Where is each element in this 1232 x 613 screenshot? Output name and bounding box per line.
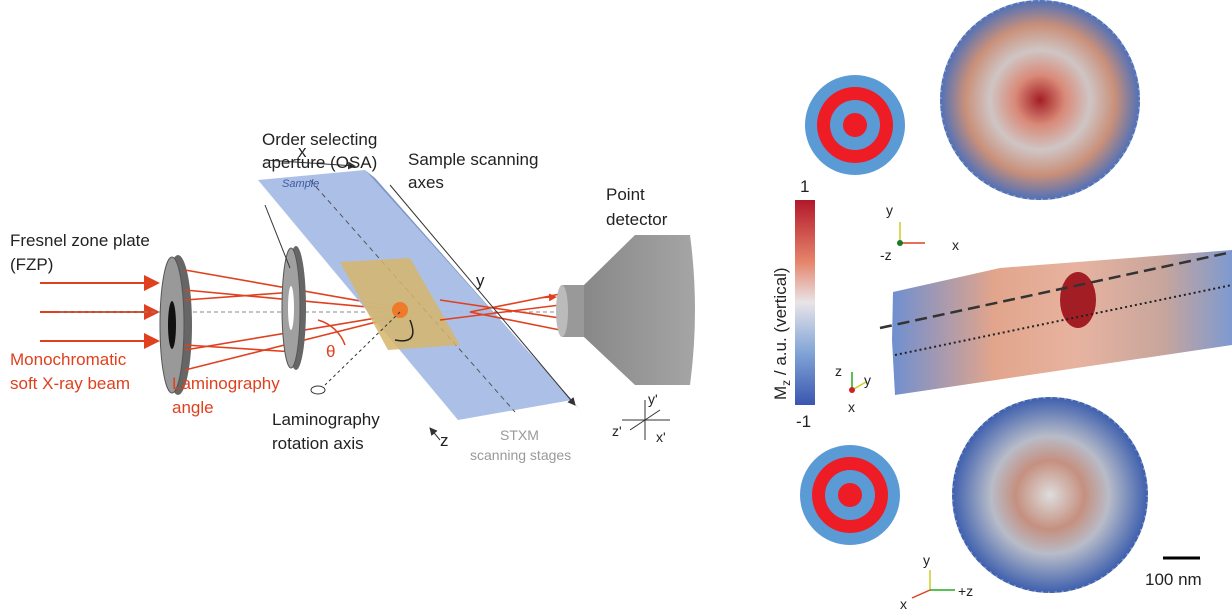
colorbar-min: -1 [796, 412, 811, 431]
label: aperture (OSA) [262, 153, 377, 172]
label: x' [656, 429, 666, 445]
label: M [771, 386, 790, 400]
label: rotation axis [272, 434, 364, 453]
label: angle [172, 398, 214, 417]
axis-label: z [835, 363, 842, 379]
label: Monochromatic [10, 350, 127, 369]
axis-label: y [923, 552, 930, 568]
axis-label: -z [880, 247, 892, 263]
label: θ [326, 342, 335, 361]
label: x [298, 142, 307, 161]
axis-label: y [864, 372, 871, 388]
scale-bar-label: 100 nm [1145, 570, 1202, 589]
label: Order selecting [262, 130, 377, 149]
label: y' [648, 391, 658, 407]
label: / a.u. (vertical) [771, 267, 790, 379]
label: y [476, 271, 485, 290]
label: STXM [500, 427, 539, 443]
colorbar-max: 1 [800, 177, 809, 196]
vortex-images [795, 0, 1232, 598]
label: (FZP) [10, 255, 53, 274]
label: z' [612, 423, 622, 439]
label: Laminography [272, 410, 380, 429]
label: z [440, 431, 449, 450]
label: detector [606, 210, 668, 229]
axis-label: x [900, 596, 907, 612]
axis-label: x [848, 399, 855, 415]
label: Sample scanning [408, 150, 538, 169]
axis-label: +z [958, 583, 973, 599]
label: scanning stages [470, 447, 571, 463]
setup-drawing [40, 160, 695, 440]
figure: Order selecting aperture (OSA) x Sample … [0, 0, 1232, 613]
label: soft X-ray beam [10, 374, 130, 393]
label: Laminography [172, 374, 280, 393]
colorbar-label: Mz / a.u. (vertical) [771, 267, 793, 400]
label: Point [606, 185, 645, 204]
axis-label: y [886, 202, 893, 218]
label: Fresnel zone plate [10, 231, 150, 250]
axis-label: x [952, 237, 959, 253]
label: axes [408, 173, 444, 192]
label: Sample [282, 178, 319, 190]
